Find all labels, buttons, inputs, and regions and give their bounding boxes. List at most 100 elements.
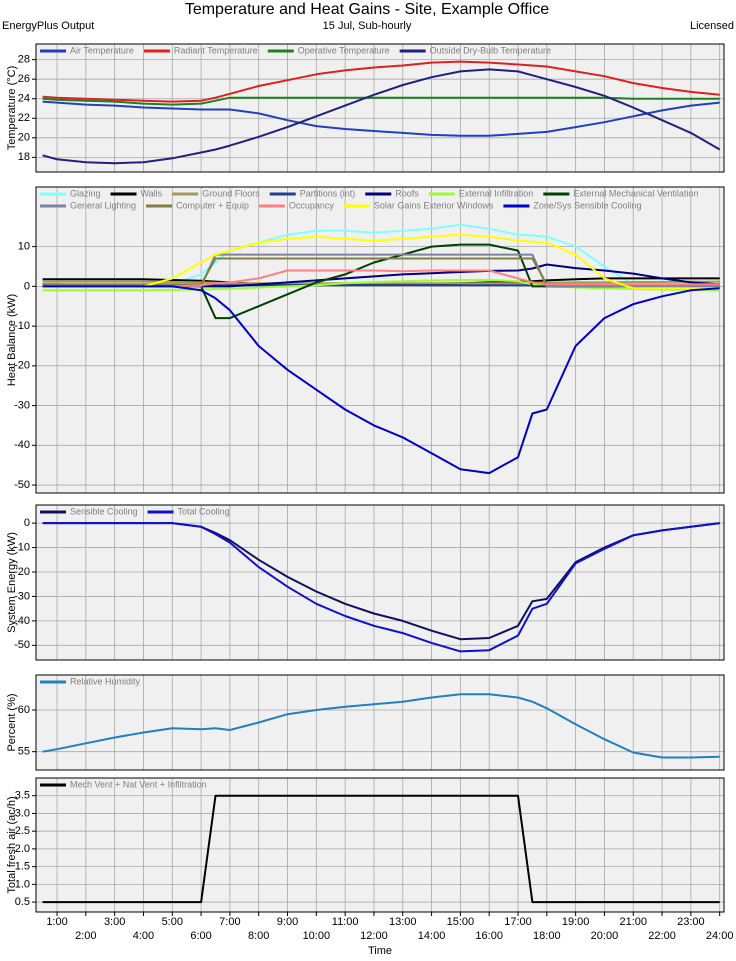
y-axis-label: Total fresh air (ac/h) (6, 796, 18, 893)
y-tick-label: -30 (14, 590, 30, 602)
y-axis-label: Heat Balance (kW) (6, 294, 18, 386)
legend-label: General Lighting (70, 200, 136, 210)
legend-label: Relative Humidity (70, 676, 141, 686)
legend-label: External Infiltration (459, 188, 534, 198)
legend-label: Roofs (395, 188, 419, 198)
legend-label: Walls (141, 188, 163, 198)
legend-label: Outside Dry-Bulb Temperature (430, 45, 551, 55)
x-tick-label: 6:00 (190, 930, 211, 942)
x-tick-label: 20:00 (591, 930, 619, 942)
y-tick-label: 24 (18, 93, 30, 105)
legend-label: Operative Temperature (298, 45, 390, 55)
x-tick-label: 13:00 (389, 916, 417, 928)
plot-area (36, 505, 724, 660)
x-tick-label: 24:00 (706, 930, 734, 942)
x-tick-label: 23:00 (677, 916, 705, 928)
data-line (42, 233, 720, 290)
x-tick-label: 7:00 (219, 916, 240, 928)
chart-title: Temperature and Heat Gains - Site, Examp… (185, 1, 549, 18)
y-tick-label: 1.5 (15, 861, 30, 873)
plot-area (36, 675, 724, 770)
y-tick-label: 0 (24, 517, 30, 529)
legend-label: Computer + Equip (176, 200, 249, 210)
x-tick-label: 3:00 (104, 916, 125, 928)
license-note: Licensed (690, 20, 734, 32)
y-tick-label: 18 (18, 151, 30, 163)
x-tick-label: 12:00 (360, 930, 388, 942)
data-line (42, 68, 721, 165)
y-tick-label: 0 (24, 280, 30, 292)
data-line (42, 100, 720, 137)
x-tick-label: 15:00 (447, 916, 475, 928)
legend-label: Zone/Sys Sensible Cooling (533, 200, 641, 210)
x-tick-label: 14:00 (418, 930, 446, 942)
legend-label: Partitions (int) (300, 188, 356, 198)
plot-border (35, 504, 725, 661)
legend-label: Air Temperature (70, 45, 134, 55)
legend-label: Glazing (70, 188, 101, 198)
x-tick-label: 5:00 (162, 916, 183, 928)
y-tick-label: -40 (14, 615, 30, 627)
plot-border (35, 674, 725, 771)
x-tick-label: 8:00 (248, 930, 269, 942)
plot-area (36, 778, 724, 912)
x-tick-label: 10:00 (303, 930, 331, 942)
x-tick-label: 18:00 (533, 930, 561, 942)
y-tick-label: 60 (18, 704, 30, 716)
y-tick-label: -40 (14, 439, 30, 451)
data-line (42, 285, 720, 475)
plot-border (35, 777, 725, 913)
y-axis-label: System Energy (kW) (6, 532, 18, 633)
chart-subtitle: 15 Jul, Sub-hourly (323, 20, 412, 32)
data-line (42, 279, 720, 292)
y-tick-label: -50 (14, 479, 30, 491)
x-tick-label: 22:00 (648, 930, 676, 942)
y-axis-label: Percent (%) (6, 693, 18, 751)
legend-label: Radiant Temperature (174, 45, 258, 55)
x-tick-label: 1:00 (46, 916, 67, 928)
y-tick-label: -20 (14, 360, 30, 372)
y-tick-label: 10 (18, 241, 30, 253)
x-tick-label: 16:00 (475, 930, 503, 942)
legend-label: Mech Vent + Nat Vent + Infiltration (70, 779, 207, 789)
x-tick-label: 4:00 (133, 930, 154, 942)
y-axis-label: Temperature (°C) (6, 66, 18, 150)
plot-area (36, 187, 724, 493)
y-tick-label: -10 (14, 541, 30, 553)
plot-border (35, 43, 725, 173)
y-tick-label: 0.5 (15, 896, 30, 908)
y-tick-label: -50 (14, 639, 30, 651)
legend-label: Total Cooling (178, 506, 230, 516)
y-tick-label: 20 (18, 132, 30, 144)
y-tick-label: 22 (18, 112, 30, 124)
y-tick-label: 28 (18, 54, 30, 66)
x-tick-label: 17:00 (504, 916, 532, 928)
x-tick-label: 19:00 (562, 916, 590, 928)
data-line (42, 60, 720, 103)
x-tick-label: 9:00 (277, 916, 298, 928)
y-tick-label: 3.5 (15, 790, 30, 802)
y-tick-label: 55 (18, 746, 30, 758)
x-tick-label: 2:00 (75, 930, 96, 942)
data-line (42, 693, 720, 759)
x-tick-label: 11:00 (332, 916, 359, 928)
legend-label: Occupancy (289, 200, 335, 210)
legend-label: Solar Gains Exterior Windows (374, 200, 494, 210)
y-tick-label: 26 (18, 73, 30, 85)
data-line (42, 96, 720, 106)
plot-border (35, 186, 725, 494)
y-tick-label: 1.0 (15, 878, 30, 890)
data-line (42, 280, 720, 285)
data-line (42, 522, 720, 653)
source-note: EnergyPlus Output (2, 20, 94, 32)
y-tick-label: 2.0 (15, 843, 30, 855)
data-line (42, 794, 720, 904)
x-tick-label: 21:00 (619, 916, 647, 928)
y-tick-label: -20 (14, 566, 30, 578)
y-tick-label: -30 (14, 399, 30, 411)
x-axis-label: Time (368, 945, 392, 957)
legend-label: Ground Floors (202, 188, 260, 198)
legend-label: External Mechanical Ventilation (573, 188, 698, 198)
y-tick-label: 2.5 (15, 825, 30, 837)
